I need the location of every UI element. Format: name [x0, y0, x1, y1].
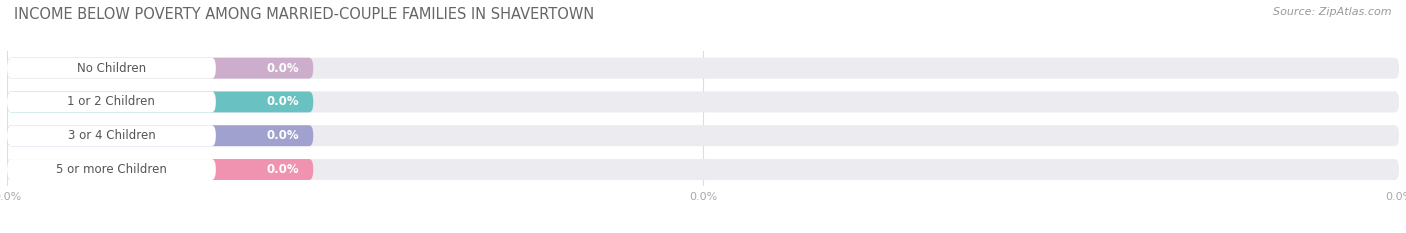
FancyBboxPatch shape: [7, 58, 1399, 79]
Text: INCOME BELOW POVERTY AMONG MARRIED-COUPLE FAMILIES IN SHAVERTOWN: INCOME BELOW POVERTY AMONG MARRIED-COUPL…: [14, 7, 595, 22]
Text: 0.0%: 0.0%: [267, 129, 299, 142]
FancyBboxPatch shape: [7, 92, 1399, 112]
Text: 1 or 2 Children: 1 or 2 Children: [67, 96, 155, 108]
FancyBboxPatch shape: [7, 125, 314, 146]
FancyBboxPatch shape: [7, 159, 217, 180]
Text: 0.0%: 0.0%: [267, 62, 299, 75]
FancyBboxPatch shape: [7, 159, 314, 180]
FancyBboxPatch shape: [7, 125, 217, 146]
FancyBboxPatch shape: [7, 58, 314, 79]
FancyBboxPatch shape: [7, 58, 217, 79]
FancyBboxPatch shape: [7, 92, 217, 112]
Text: 0.0%: 0.0%: [267, 163, 299, 176]
Text: No Children: No Children: [77, 62, 146, 75]
Text: 5 or more Children: 5 or more Children: [56, 163, 167, 176]
FancyBboxPatch shape: [7, 125, 1399, 146]
Text: 3 or 4 Children: 3 or 4 Children: [67, 129, 155, 142]
Text: 0.0%: 0.0%: [267, 96, 299, 108]
FancyBboxPatch shape: [7, 92, 314, 112]
Text: Source: ZipAtlas.com: Source: ZipAtlas.com: [1274, 7, 1392, 17]
FancyBboxPatch shape: [7, 159, 1399, 180]
